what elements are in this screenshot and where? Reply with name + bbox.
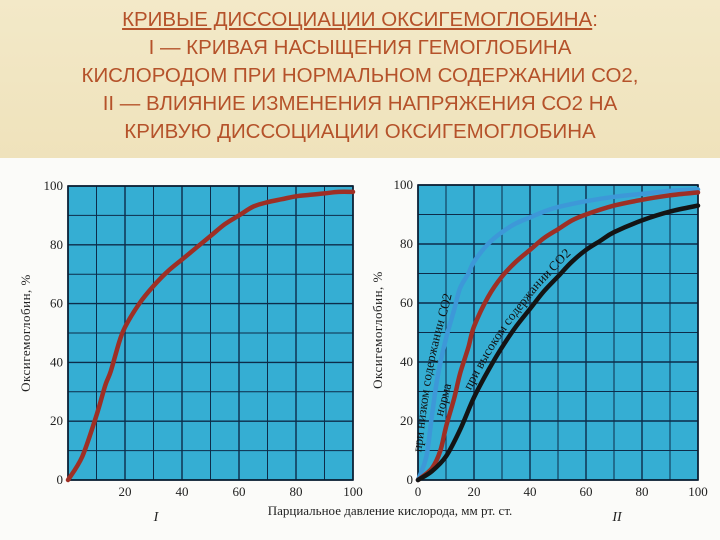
y-tick-label: 100	[394, 177, 414, 192]
title-main: КРИВЫЕ ДИССОЦИАЦИИ ОКСИГЕМОГЛОБИНА	[122, 8, 593, 31]
x-tick-label: 60	[233, 484, 246, 499]
title-line-3: КИСЛОРОДОМ ПРИ НОРМАЛЬНОМ СОДЕРЖАНИИ СО2…	[81, 64, 639, 87]
plot-frame	[67, 185, 354, 481]
series-line	[415, 203, 701, 483]
y-axis-label: Оксигемоглобин, %	[370, 271, 385, 389]
y-tick-label: 60	[50, 296, 63, 311]
y-tick-label: 80	[400, 236, 413, 251]
x-tick-label: 100	[688, 484, 708, 499]
y-tick-label: 0	[57, 472, 64, 487]
x-tick-label: 20	[119, 484, 132, 499]
panel-label: I	[153, 510, 160, 525]
x-tick-label: 60	[580, 484, 593, 499]
title-line-1: КРИВЫЕ ДИССОЦИАЦИИ ОКСИГЕМОГЛОБИНА:	[0, 6, 720, 34]
plot-frame	[417, 184, 699, 481]
y-tick-label: 100	[44, 178, 64, 193]
title-line-2: I — КРИВАЯ НАСЫЩЕНИЯ ГЕМОГЛОБИНА	[148, 36, 572, 59]
x-tick-label: 20	[468, 484, 481, 499]
series-line	[415, 190, 701, 483]
x-tick-label: 0	[415, 484, 422, 499]
slide-title: КРИВЫЕ ДИССОЦИАЦИИ ОКСИГЕМОГЛОБИНА: I — …	[0, 6, 720, 146]
x-tick-label: 40	[524, 484, 537, 499]
chart-panel-2: 0 20 40 60 80 100 0 20 40 60 80 100 Оксигемоглобин, …	[370, 177, 708, 525]
series-line	[415, 187, 701, 483]
x-tick-label: 80	[290, 484, 303, 499]
y-tick-label: 60	[400, 295, 413, 310]
title-colon: :	[592, 8, 598, 31]
y-tick-label: 40	[50, 354, 63, 369]
x-tick-label: 100	[343, 484, 363, 499]
title-line-5: КРИВУЮ ДИССОЦИАЦИИ ОКСИГЕМОГЛОБИНА	[124, 120, 596, 143]
y-axis-label: Оксигемоглобин, %	[18, 274, 33, 392]
x-tick-label: 40	[176, 484, 189, 499]
y-tick-label: 20	[50, 413, 63, 428]
y-tick-label: 80	[50, 237, 63, 252]
panel-label: II	[611, 510, 623, 525]
y-tick-label: 40	[400, 354, 413, 369]
x-tick-label: 80	[636, 484, 649, 499]
y-tick-label: 0	[407, 472, 414, 487]
title-line-4: II — ВЛИЯНИЕ ИЗМЕНЕНИЯ НАПРЯЖЕНИЯ СО2 НА	[102, 92, 618, 115]
series-line	[65, 189, 356, 483]
chart-panel-1: 20 40 60 80 100 0 20 40 60 80 100 Оксигемоглобин, %…	[18, 178, 363, 525]
x-axis-label: Парциальное давление кислорода, мм рт. с…	[268, 503, 513, 518]
y-tick-label: 20	[400, 413, 413, 428]
